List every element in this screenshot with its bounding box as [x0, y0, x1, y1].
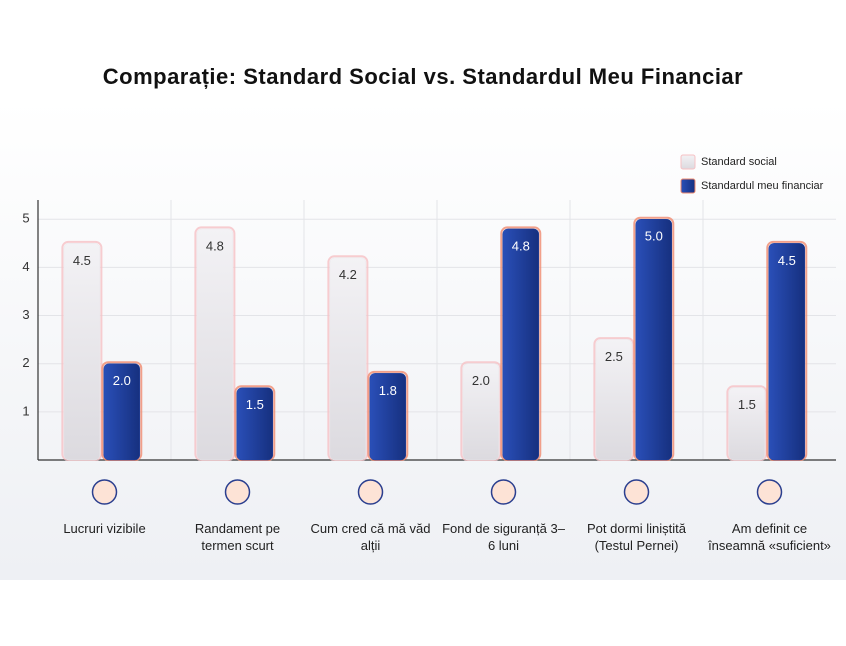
x-tick-label: Am definit ce înseamnă «suficient»	[708, 521, 831, 553]
value-label: 2.5	[605, 349, 623, 364]
bar	[196, 228, 234, 461]
icon	[357, 479, 384, 505]
bar	[369, 373, 407, 461]
bar	[236, 387, 274, 461]
bar	[103, 363, 141, 461]
bar	[329, 257, 367, 461]
x-tick-label: Randament pe termen scurt	[194, 521, 281, 553]
bar	[502, 228, 540, 461]
x-tick-label: Fond de siguranță 3–6 luni	[442, 521, 565, 553]
legend-label: Standard social	[701, 156, 777, 168]
bar	[63, 243, 101, 461]
bar	[728, 387, 766, 461]
value-label: 1.5	[246, 397, 264, 412]
y-tick-label: 4	[22, 259, 29, 274]
y-tick-label: 3	[22, 307, 29, 322]
legend-swatch	[680, 154, 696, 170]
legend-swatch	[680, 178, 696, 194]
value-label: 1.8	[379, 383, 397, 398]
value-label: 2.0	[113, 373, 131, 388]
value-label: 2.0	[472, 373, 490, 388]
value-label: 4.5	[73, 253, 91, 268]
value-label: 1.5	[738, 397, 756, 412]
icon	[224, 479, 251, 505]
background	[0, 100, 846, 580]
x-tick-label: Pot dormi liniștită (Testul Pernei)	[587, 521, 686, 553]
value-label: 4.5	[778, 253, 796, 268]
bar	[595, 339, 633, 461]
icon	[91, 479, 118, 505]
legend-label: Standardul meu financiar	[701, 180, 824, 192]
value-label: 4.8	[206, 238, 224, 253]
value-label: 4.2	[339, 267, 357, 282]
y-tick-label: 2	[22, 355, 29, 370]
icon	[490, 479, 517, 505]
bar	[635, 219, 673, 461]
value-label: 5.0	[645, 229, 663, 244]
x-tick-label: Lucruri vizibile	[63, 521, 146, 536]
icon	[756, 479, 783, 505]
icon	[623, 479, 650, 505]
y-tick-label: 1	[22, 403, 29, 418]
value-label: 4.8	[512, 238, 530, 253]
bar	[768, 243, 806, 461]
y-tick-label: 5	[22, 211, 29, 226]
chart-title: Comparație: Standard Social vs. Standard…	[103, 64, 743, 89]
x-tick-label: Cum cred că mă văd alții	[310, 521, 431, 553]
bar	[462, 363, 500, 461]
